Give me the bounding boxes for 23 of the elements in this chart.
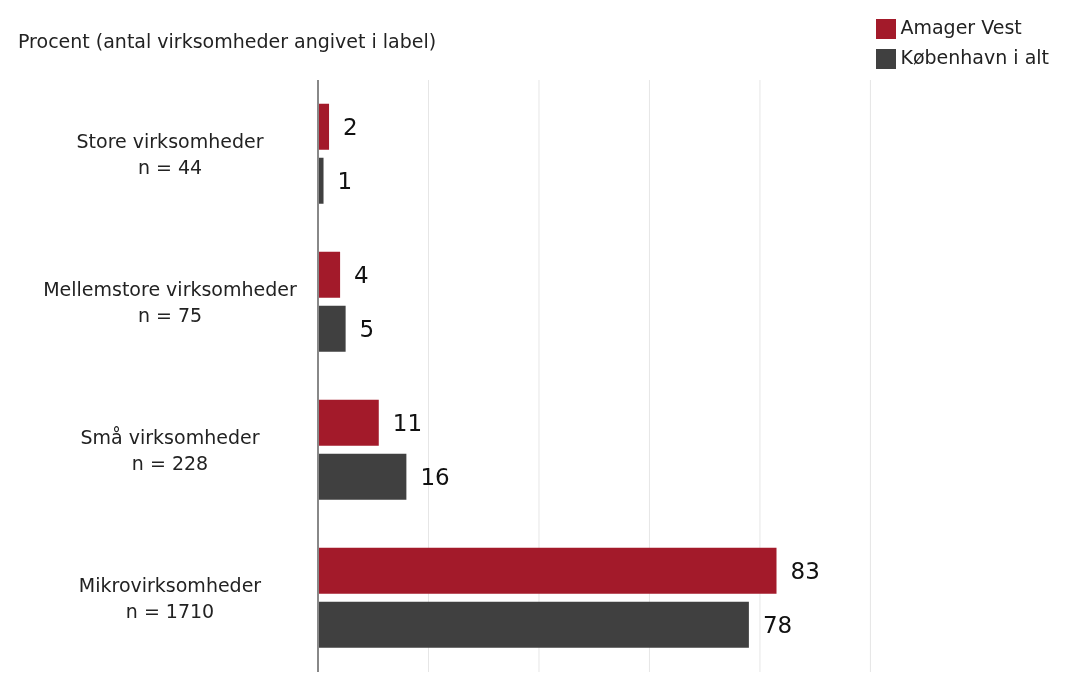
y-tick-label: Mikrovirksomheder n = 1710 <box>78 574 262 622</box>
legend-label: København i alt <box>900 46 1049 68</box>
data-label: 2 <box>343 113 358 140</box>
data-label: 5 <box>359 315 375 342</box>
data-label: 78 <box>762 611 793 638</box>
bar <box>318 157 324 204</box>
data-label: 4 <box>354 261 369 288</box>
y-tick-label: Mellemstore virksomheder n = 75 <box>43 278 297 326</box>
data-label: 1 <box>337 167 353 194</box>
data-label: 16 <box>420 463 450 490</box>
y-tick-label: Store virksomheder n = 44 <box>76 130 264 178</box>
data-label: 83 <box>790 557 820 584</box>
legend-label: Amager Vest <box>900 16 1022 38</box>
bar <box>318 251 341 298</box>
data-label: 11 <box>392 409 423 436</box>
bar <box>318 453 407 500</box>
bar <box>318 305 346 352</box>
y-tick-label: Små virksomheder n = 228 <box>80 426 260 474</box>
bar <box>318 399 379 446</box>
bar <box>318 547 777 594</box>
x-axis-title: Procent (antal virksomheder angivet i label) <box>18 30 437 52</box>
bar <box>318 601 749 648</box>
bar <box>318 103 330 150</box>
